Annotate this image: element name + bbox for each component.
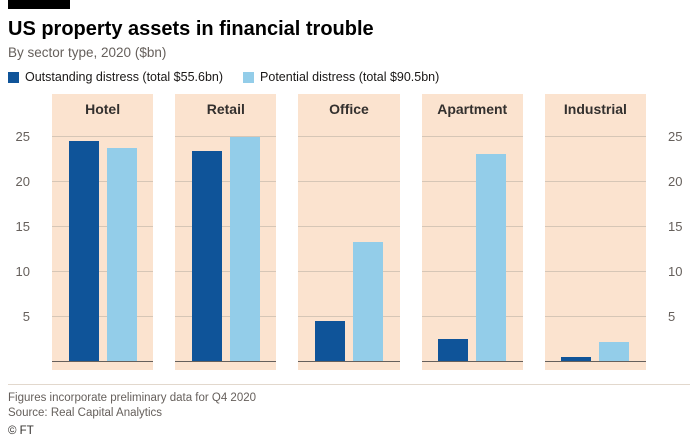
gridline xyxy=(52,271,154,273)
legend: Outstanding distress (total $55.6bn) Pote… xyxy=(8,70,690,84)
gridline xyxy=(544,181,647,183)
chart-subtitle: By sector type, 2020 ($bn) xyxy=(8,45,167,60)
gridline xyxy=(544,316,647,318)
bar xyxy=(68,140,99,361)
panel-industrial: Industrial xyxy=(544,94,647,370)
x-axis-baseline xyxy=(421,361,523,362)
gridline xyxy=(52,226,154,228)
y-axis-right: 5 10 15 20 25 xyxy=(668,94,690,370)
legend-swatch-icon xyxy=(8,71,19,83)
gridline xyxy=(544,136,647,138)
panel-office: Office xyxy=(298,94,400,370)
y-axis-left: 5 10 15 20 25 xyxy=(8,94,30,370)
y-tick-label: 15 xyxy=(668,219,683,235)
gridline xyxy=(298,271,400,273)
gridline xyxy=(175,181,277,183)
y-tick-label: 5 xyxy=(668,309,676,325)
y-tick-label: 25 xyxy=(15,129,30,145)
gridline xyxy=(298,181,400,183)
bar xyxy=(106,148,137,361)
panel-title: Office xyxy=(329,101,369,117)
gridline xyxy=(298,136,400,138)
panel-title: Apartment xyxy=(437,101,508,117)
y-tick-label: 20 xyxy=(668,174,683,190)
gridline xyxy=(175,271,277,273)
panel-title: Industrial xyxy=(563,101,627,117)
x-axis-baseline xyxy=(298,361,400,362)
x-axis-baseline xyxy=(175,361,277,362)
ft-top-bar xyxy=(8,0,70,9)
bar xyxy=(229,137,260,361)
panel-title: Hotel xyxy=(85,101,121,117)
y-tick-label: 25 xyxy=(668,129,683,145)
gridline xyxy=(421,226,523,228)
x-axis-baseline xyxy=(544,361,647,362)
source-note: Source: Real Capital Analytics xyxy=(8,407,163,419)
gridline xyxy=(298,226,400,228)
gridline xyxy=(298,316,400,318)
gridline xyxy=(175,136,277,138)
gridline xyxy=(421,271,523,273)
gridline xyxy=(544,226,647,228)
gridline xyxy=(421,316,523,318)
bar-group xyxy=(422,123,523,361)
legend-swatch-icon xyxy=(243,71,255,83)
bar-group xyxy=(175,123,276,361)
chart-area: 5 10 15 20 25 Hotel Retail Office Apartment Indus… xyxy=(8,94,690,370)
legend-item-1: Potential distress (total $90.5bn) xyxy=(243,70,439,84)
bar xyxy=(315,321,345,361)
y-tick-label: 10 xyxy=(668,264,683,280)
ft-credit: © FT xyxy=(8,425,34,437)
bar xyxy=(599,342,630,361)
panel-apartment: Apartment xyxy=(421,94,523,370)
footnote: Figures incorporate preliminary data for… xyxy=(8,392,257,404)
legend-label: Potential distress (total $90.5bn) xyxy=(260,70,440,84)
gridline xyxy=(175,316,277,318)
y-tick-label: 10 xyxy=(15,264,30,280)
panel-hotel: Hotel xyxy=(52,94,154,370)
gridline xyxy=(421,181,523,183)
bar-group xyxy=(52,123,153,361)
panel-title: Retail xyxy=(206,101,245,117)
bar xyxy=(476,154,507,361)
chart-footer: Figures incorporate preliminary data for… xyxy=(8,384,690,437)
bar xyxy=(438,338,469,361)
legend-item-0: Outstanding distress (total $55.6bn) xyxy=(8,70,223,84)
bar xyxy=(353,242,383,361)
chart-title: US property assets in financial trouble xyxy=(8,18,374,40)
y-tick-label: 15 xyxy=(15,219,30,235)
panel-retail: Retail xyxy=(175,94,277,370)
bar xyxy=(561,356,592,361)
x-axis-baseline xyxy=(52,361,154,362)
bar-group xyxy=(298,123,399,361)
gridline xyxy=(52,316,154,318)
y-tick-label: 5 xyxy=(22,309,30,325)
gridline xyxy=(52,181,154,183)
gridline xyxy=(544,271,647,273)
gridline xyxy=(421,136,523,138)
bar-group xyxy=(545,123,646,361)
gridline xyxy=(175,226,277,228)
legend-label: Outstanding distress (total $55.6bn) xyxy=(25,70,224,84)
y-tick-label: 20 xyxy=(15,174,30,190)
gridline xyxy=(52,136,154,138)
bar xyxy=(191,150,222,361)
